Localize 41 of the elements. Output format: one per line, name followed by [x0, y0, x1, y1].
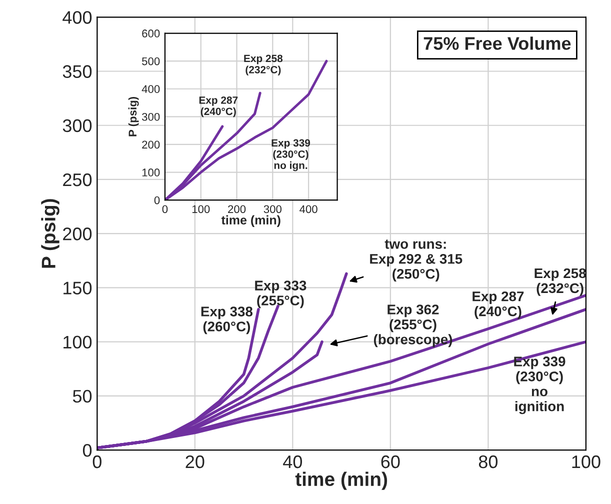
y-tick-label: 300: [62, 119, 92, 132]
x-tick-label: 200: [228, 205, 246, 214]
annotation: Exp 287 (240°C): [472, 291, 524, 319]
x-axis-title: time (min): [295, 472, 388, 490]
x-tick-label: 40: [283, 455, 302, 468]
text: 75% Free Volume: [424, 36, 571, 50]
annotation: Exp 258 (232°C): [244, 54, 283, 76]
annotation: Exp 338 (260°C): [201, 306, 253, 334]
x-tick-label: 100: [192, 205, 210, 214]
y-tick-label: 100: [142, 168, 160, 176]
y-tick-label: 400: [62, 11, 92, 24]
y-tick-label: 600: [142, 30, 160, 38]
y-tick-label: 200: [142, 140, 160, 149]
x-tick-label: 100: [572, 455, 600, 468]
annotation: Exp 333 (255°C): [255, 280, 306, 308]
x-tick-label: 0: [92, 455, 102, 468]
annotation: two runs: Exp 292 & 315 (250°C): [370, 240, 462, 282]
x-tick-label: 60: [381, 455, 400, 468]
y-tick-label: 0: [82, 444, 92, 457]
y-tick-label: 300: [142, 112, 160, 121]
annotation: Exp 362 (255°C) (borescope): [374, 304, 452, 348]
y-tick-label: 50: [72, 390, 92, 403]
y-tick-label: 150: [64, 282, 92, 294]
y-axis-title: P (psig): [128, 96, 139, 136]
y-tick-label: 500: [142, 57, 160, 66]
x-tick-label: 0: [162, 205, 168, 214]
annotation: Exp 339 (230°C) no ignition: [514, 356, 566, 414]
y-tick-label: 400: [142, 85, 160, 94]
x-tick-label: 80: [478, 455, 498, 468]
y-tick-label: 250: [63, 173, 92, 186]
y-axis-title: P (psig): [41, 199, 60, 268]
x-tick-label: 20: [186, 455, 204, 468]
x-axis-title: time (min): [221, 215, 280, 227]
y-tick-label: 350: [62, 65, 92, 78]
y-tick-label: 100: [64, 336, 92, 349]
annotation: Exp 339 (230°C) no ign.: [272, 139, 310, 172]
y-tick-label: 200: [63, 228, 92, 240]
annotation: Exp 287 (240°C): [199, 96, 238, 118]
x-tick-label: 400: [300, 205, 318, 214]
y-tick-label: 0: [154, 196, 160, 204]
x-tick-label: 300: [264, 205, 282, 214]
